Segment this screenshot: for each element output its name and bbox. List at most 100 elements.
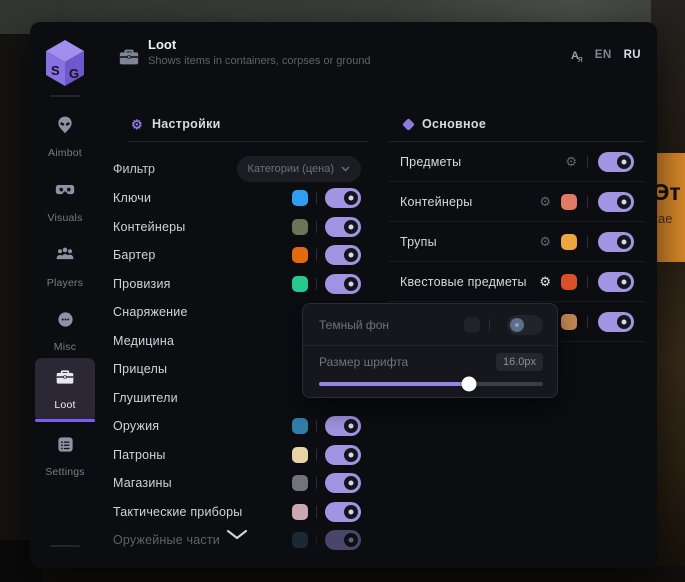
diamond-icon bbox=[402, 117, 415, 131]
list-item: Тактические приборы bbox=[113, 498, 369, 527]
filter-dropdown[interactable]: Категории (цена) bbox=[236, 156, 361, 182]
color-swatch[interactable] bbox=[292, 475, 308, 492]
language-ru-button[interactable]: RU bbox=[623, 49, 641, 61]
section-title: Основное bbox=[422, 117, 487, 131]
toggle[interactable] bbox=[598, 151, 634, 172]
loot-category-list: Ключи Контейнеры Бартер Провизия Снаряже… bbox=[113, 184, 369, 555]
gear-icon[interactable]: ⚙ bbox=[539, 194, 551, 209]
toggle[interactable] bbox=[325, 530, 361, 551]
color-swatch[interactable] bbox=[292, 218, 308, 235]
sidebar-item-label: Settings bbox=[45, 466, 85, 478]
color-swatch[interactable] bbox=[561, 193, 577, 210]
toggle[interactable] bbox=[598, 191, 634, 212]
list-item: Оружейные части bbox=[113, 526, 369, 555]
divider bbox=[316, 505, 317, 518]
divider bbox=[587, 315, 588, 328]
svg-text:G: G bbox=[69, 66, 79, 81]
cheat-menu-window: S G Aimbot Visuals Players Misc Loot bbox=[30, 22, 657, 568]
sidebar-item-visuals[interactable]: Visuals bbox=[35, 180, 95, 224]
divider bbox=[316, 220, 317, 233]
sidebar-item-players[interactable]: Players bbox=[35, 245, 95, 289]
color-swatch[interactable] bbox=[292, 247, 308, 264]
toggle[interactable] bbox=[325, 273, 361, 294]
list-item: Ключи bbox=[113, 184, 369, 213]
font-size-slider-fill bbox=[319, 382, 470, 386]
divider bbox=[489, 318, 490, 331]
language-en-button[interactable]: EN bbox=[594, 49, 612, 61]
divider bbox=[587, 235, 588, 248]
list-item: Контейнеры ⚙ bbox=[388, 182, 645, 222]
toggle[interactable] bbox=[598, 311, 634, 332]
divider bbox=[316, 249, 317, 262]
section-title: Настройки bbox=[151, 117, 221, 131]
list-item: Предметы ⚙ bbox=[388, 142, 645, 182]
color-swatch[interactable] bbox=[292, 190, 308, 207]
list-item: Глушители bbox=[113, 390, 178, 405]
sidebar-item-aimbot[interactable]: Aimbot bbox=[35, 115, 95, 159]
color-swatch[interactable] bbox=[292, 418, 308, 435]
settings-section-header: ⚙ Настройки bbox=[131, 114, 221, 134]
color-swatch[interactable] bbox=[292, 503, 308, 520]
divider bbox=[587, 275, 588, 288]
toggle[interactable] bbox=[325, 416, 361, 437]
toggle[interactable] bbox=[325, 501, 361, 522]
font-size-row: Размер шрифта 16.0px bbox=[303, 350, 557, 374]
list-item: Медицина bbox=[113, 333, 175, 348]
list-item: Контейнеры bbox=[113, 213, 369, 242]
translate-icon[interactable]: Aя bbox=[570, 50, 583, 64]
dark-background-row: Темный фон bbox=[303, 304, 557, 346]
color-swatch[interactable] bbox=[292, 446, 308, 463]
page-subtitle: Shows items in containers, corpses or gr… bbox=[148, 55, 371, 67]
sidebar-item-settings[interactable]: Settings bbox=[35, 435, 95, 478]
dark-background-label: Темный фон bbox=[319, 317, 390, 332]
sidebar-item-misc[interactable]: Misc bbox=[35, 310, 95, 353]
list-item: Прицелы bbox=[113, 362, 168, 377]
font-size-slider-knob[interactable] bbox=[461, 376, 477, 392]
gear-icon[interactable]: ⚙ bbox=[539, 234, 551, 249]
settings-icon bbox=[56, 435, 75, 459]
toggle[interactable] bbox=[325, 245, 361, 266]
toggle[interactable] bbox=[598, 231, 634, 252]
gear-icon[interactable]: ⚙ bbox=[539, 274, 551, 289]
filter-row: Фильтр Категории (цена) bbox=[113, 155, 369, 183]
toggle[interactable] bbox=[325, 444, 361, 465]
main-section-header: Основное bbox=[402, 114, 487, 134]
alien-icon bbox=[55, 115, 75, 140]
divider bbox=[316, 534, 317, 547]
list-item: Бартер bbox=[113, 241, 369, 270]
players-icon bbox=[55, 245, 75, 270]
font-size-slider[interactable] bbox=[319, 376, 543, 392]
divider bbox=[316, 192, 317, 205]
color-swatch[interactable] bbox=[464, 316, 480, 333]
divider bbox=[128, 141, 368, 142]
divider bbox=[316, 477, 317, 490]
toggle[interactable] bbox=[598, 271, 634, 292]
divider bbox=[587, 155, 588, 168]
color-swatch[interactable] bbox=[292, 532, 308, 549]
app-logo: S G bbox=[43, 38, 87, 93]
gear-icon[interactable]: ⚙ bbox=[565, 154, 577, 169]
color-swatch[interactable] bbox=[561, 273, 577, 290]
list-item: Трупы ⚙ bbox=[388, 222, 645, 262]
list-item: Патроны bbox=[113, 441, 369, 470]
list-item: Квестовые предметы ⚙ bbox=[388, 262, 645, 302]
toggle[interactable] bbox=[325, 188, 361, 209]
sidebar-divider bbox=[50, 95, 80, 97]
sidebar-item-loot[interactable]: Loot bbox=[35, 358, 95, 422]
list-item: Провизия bbox=[113, 270, 369, 299]
background-banner: Эт кае bbox=[652, 153, 685, 262]
list-item: Оружия bbox=[113, 412, 369, 441]
divider bbox=[316, 448, 317, 461]
misc-icon bbox=[56, 310, 75, 334]
color-swatch[interactable] bbox=[292, 275, 308, 292]
divider bbox=[587, 195, 588, 208]
banner-text: Эт bbox=[653, 179, 681, 205]
dark-background-toggle[interactable] bbox=[507, 314, 543, 335]
toggle[interactable] bbox=[325, 216, 361, 237]
list-item: Снаряжение bbox=[113, 305, 188, 320]
display-settings-popup: Темный фон Размер шрифта 16.0px bbox=[302, 303, 558, 398]
color-swatch[interactable] bbox=[561, 313, 577, 330]
color-swatch[interactable] bbox=[561, 233, 577, 250]
divider bbox=[316, 277, 317, 290]
toggle[interactable] bbox=[325, 473, 361, 494]
